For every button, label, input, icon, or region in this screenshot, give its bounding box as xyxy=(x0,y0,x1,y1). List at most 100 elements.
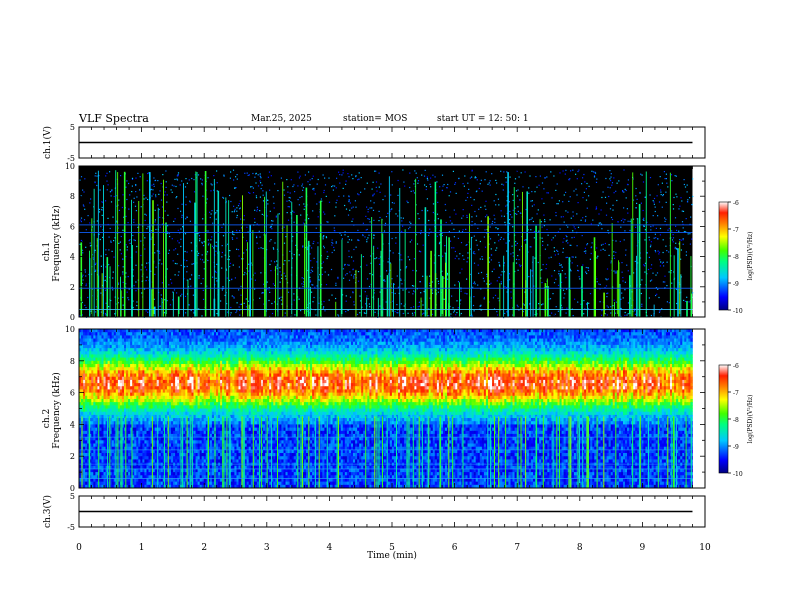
spec-pixel xyxy=(101,335,104,339)
spec-pixel xyxy=(359,312,361,314)
spec-pixel xyxy=(101,405,104,409)
spec-pixel xyxy=(216,170,218,172)
spec-pixel xyxy=(676,302,678,305)
spec-pixel xyxy=(119,364,123,368)
spec-pixel xyxy=(113,256,115,258)
spec-pixel xyxy=(107,335,110,339)
spec-pixel xyxy=(101,472,104,476)
spec-pixel xyxy=(150,427,153,432)
spec-pixel xyxy=(158,364,162,368)
spec-pixel xyxy=(155,194,157,196)
spec-pixel xyxy=(140,456,143,460)
spec-pixel xyxy=(140,421,143,425)
spec-pixel xyxy=(315,227,317,229)
spec-pixel xyxy=(400,279,402,281)
spec-pixel xyxy=(126,459,129,463)
spec-pixel xyxy=(134,351,137,355)
spec-pixel xyxy=(653,237,655,239)
spec-pixel xyxy=(79,360,82,365)
spec-pixel xyxy=(105,449,108,454)
spec-pixel xyxy=(85,357,88,362)
spec-pixel xyxy=(138,344,141,349)
spec-pixel xyxy=(625,189,627,192)
spec-pixel xyxy=(85,344,88,349)
spec-pixel xyxy=(394,292,396,295)
spec-pixel xyxy=(124,478,127,483)
spec-pixel xyxy=(130,335,133,339)
spec-pixel xyxy=(158,456,162,460)
spec-pixel xyxy=(274,261,276,263)
spec-pixel xyxy=(650,229,652,231)
spec-pixel xyxy=(113,332,117,336)
spec-pixel xyxy=(455,314,457,316)
spec-pixel xyxy=(98,211,101,213)
spec-pixel xyxy=(543,202,545,204)
spec-pixel xyxy=(88,273,90,276)
spec-pixel xyxy=(553,282,556,284)
spec-pixel xyxy=(111,418,115,422)
spec-pixel xyxy=(85,414,88,419)
spec-pixel xyxy=(203,261,205,263)
spec-pixel xyxy=(126,198,128,201)
spec-pixel xyxy=(158,418,162,422)
spec-pixel xyxy=(612,209,614,211)
spec-pixel xyxy=(105,478,108,483)
spec-pixel xyxy=(106,189,108,191)
spec-pixel xyxy=(79,373,82,378)
spec-pixel xyxy=(529,304,531,306)
spec-pixel xyxy=(121,475,125,479)
spec-pixel xyxy=(106,180,108,182)
spec-pixel xyxy=(132,354,135,358)
spec-pixel xyxy=(587,267,589,269)
spec-pixel xyxy=(95,418,98,422)
spec-pixel xyxy=(134,440,137,444)
spec-pixel xyxy=(490,259,492,261)
spec-pixel xyxy=(169,418,172,422)
spec-pixel xyxy=(95,329,98,333)
spec-pixel xyxy=(166,386,170,390)
spec-pixel xyxy=(162,383,166,387)
spec-pixel xyxy=(93,405,96,409)
spec-pixel xyxy=(136,459,139,463)
spec-pixel xyxy=(274,301,276,303)
spec-pixel xyxy=(212,222,214,224)
spec-pixel xyxy=(130,351,133,355)
spec-pixel xyxy=(105,414,108,419)
spec-pixel xyxy=(560,304,562,306)
spec-pixel xyxy=(101,484,104,489)
spec-pixel xyxy=(577,226,580,228)
spec-pixel xyxy=(117,468,121,473)
spec-pixel xyxy=(134,408,137,413)
spec-pixel xyxy=(87,440,90,444)
spec-pixel xyxy=(156,367,160,371)
spec-pixel xyxy=(557,253,559,255)
spec-pixel xyxy=(154,370,158,374)
spec-pixel xyxy=(540,221,542,223)
spec-pixel xyxy=(128,357,131,362)
spec-pixel xyxy=(497,234,500,236)
spec-pixel xyxy=(111,370,115,374)
spec-pixel xyxy=(93,383,96,387)
spec-pixel xyxy=(164,395,168,400)
spec-pixel xyxy=(144,367,147,371)
spec-pixel xyxy=(528,219,531,221)
spec-pixel xyxy=(353,277,355,279)
spec-pixel xyxy=(395,213,397,215)
spec-pixel xyxy=(158,348,162,352)
spec-pixel xyxy=(117,348,121,352)
spec-pixel xyxy=(134,392,137,397)
spec-pixel xyxy=(156,399,160,403)
spec-pixel xyxy=(471,216,473,218)
spec-pixel xyxy=(89,335,92,339)
spec-pixel xyxy=(99,449,102,454)
spec-pixel xyxy=(91,449,94,454)
spec-pixel xyxy=(93,475,96,479)
spec-pixel xyxy=(674,217,677,219)
spec-pixel xyxy=(128,481,131,486)
spec-pixel xyxy=(620,307,622,310)
spec-pixel xyxy=(176,178,178,180)
spec-pixel xyxy=(582,217,584,219)
spec-pixel xyxy=(561,270,563,272)
spec-pixel xyxy=(107,449,110,454)
spec-pixel xyxy=(164,373,168,378)
